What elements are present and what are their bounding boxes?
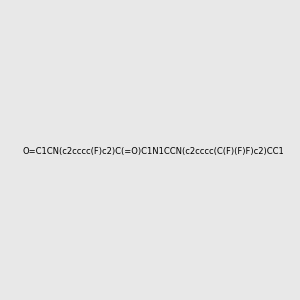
Text: O=C1CN(c2cccc(F)c2)C(=O)C1N1CCN(c2cccc(C(F)(F)F)c2)CC1: O=C1CN(c2cccc(F)c2)C(=O)C1N1CCN(c2cccc(C… [23, 147, 285, 156]
